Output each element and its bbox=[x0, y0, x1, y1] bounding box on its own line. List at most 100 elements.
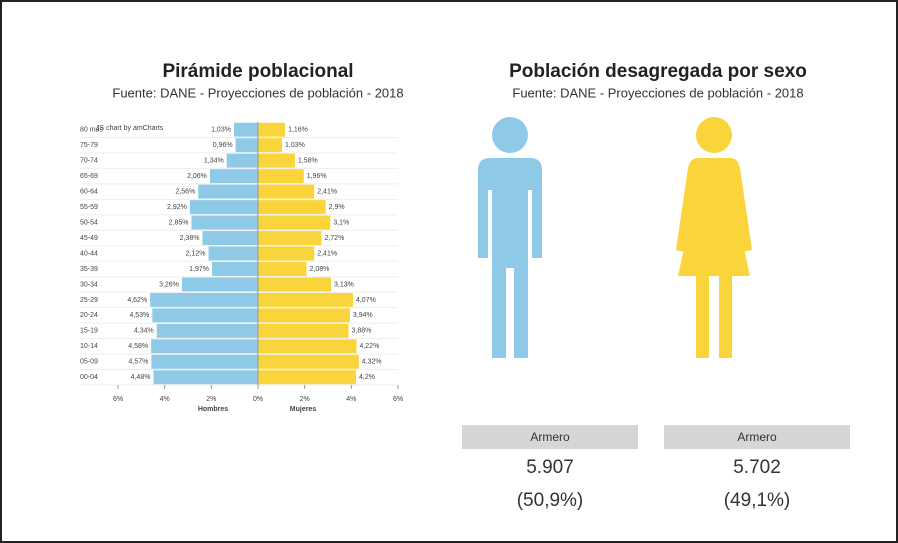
value-label: 2,08% bbox=[310, 266, 330, 273]
y-tick-label: 00-04 bbox=[80, 374, 98, 381]
head bbox=[492, 117, 528, 153]
card-label: Armero bbox=[737, 430, 777, 444]
value-label: 4,53% bbox=[129, 312, 149, 319]
y-tick-label: 35-39 bbox=[80, 266, 98, 273]
bar bbox=[258, 370, 356, 385]
panel-subtitle: Fuente: DANE - Proyecciones de población… bbox=[512, 85, 803, 100]
value-label: 2,92% bbox=[167, 204, 187, 211]
value-label: 4,34% bbox=[134, 328, 154, 335]
bar bbox=[152, 308, 258, 323]
bar bbox=[258, 200, 326, 215]
value-label: 4,07% bbox=[356, 297, 376, 304]
y-tick-label: 45-49 bbox=[80, 235, 98, 242]
x-tick-label: 4% bbox=[160, 396, 170, 403]
bar bbox=[233, 122, 258, 137]
bar bbox=[208, 246, 258, 261]
bar bbox=[181, 277, 258, 292]
card-header bbox=[462, 425, 638, 449]
bar bbox=[258, 153, 295, 168]
value-label: 3,1% bbox=[333, 219, 349, 226]
value-label: 3,26% bbox=[159, 281, 179, 288]
value-label: 2,56% bbox=[175, 188, 195, 195]
bar bbox=[156, 323, 258, 338]
y-tick-label: 75-79 bbox=[80, 142, 98, 149]
value-label: 2,12% bbox=[186, 250, 206, 257]
x-tick-label: 6% bbox=[393, 396, 403, 403]
value-label: 3,88% bbox=[352, 328, 372, 335]
x-tick-label: 4% bbox=[346, 396, 356, 403]
chart-subtitle: Fuente: DANE - Proyecciones de población… bbox=[112, 85, 403, 100]
y-tick-label: 70-74 bbox=[80, 158, 98, 165]
bar bbox=[226, 153, 258, 168]
value-label: 3,94% bbox=[353, 312, 373, 319]
bar bbox=[258, 262, 307, 276]
chart-title: Pirámide poblacional bbox=[162, 61, 353, 82]
y-tick-label: 40-44 bbox=[80, 250, 98, 257]
bar bbox=[258, 246, 315, 261]
value-label: 1,58% bbox=[298, 158, 318, 165]
credit: JS chart by amCharts bbox=[96, 125, 164, 132]
bar bbox=[258, 231, 322, 245]
bar bbox=[258, 292, 353, 307]
bar bbox=[258, 138, 283, 153]
value-label: 2,41% bbox=[317, 188, 337, 195]
value-label: 2,9% bbox=[329, 204, 345, 211]
value-label: 1,96% bbox=[307, 173, 327, 180]
card-count: 5.907 bbox=[526, 457, 574, 478]
panel-title: Población desagregada por sexo bbox=[509, 61, 807, 82]
value-label: 1,03% bbox=[285, 142, 305, 149]
bar bbox=[202, 231, 258, 245]
bar bbox=[258, 215, 331, 230]
bar bbox=[258, 308, 350, 323]
value-label: 2,72% bbox=[324, 235, 344, 242]
bar bbox=[258, 339, 357, 354]
y-tick-label: 50-54 bbox=[80, 219, 98, 226]
y-tick-label: 05-09 bbox=[80, 359, 98, 366]
value-label: 2,38% bbox=[180, 235, 200, 242]
card-header bbox=[664, 425, 850, 449]
value-label: 4,57% bbox=[129, 359, 149, 366]
card-count: 5.702 bbox=[733, 457, 781, 478]
value-label: 4,62% bbox=[127, 297, 147, 304]
bar bbox=[258, 122, 286, 137]
x-tick-label: 0% bbox=[253, 396, 263, 403]
female-icon bbox=[676, 117, 752, 358]
bar bbox=[258, 277, 332, 292]
value-label: 2,06% bbox=[187, 173, 207, 180]
card-label: Armero bbox=[530, 430, 570, 444]
male-icon bbox=[478, 117, 542, 358]
bar bbox=[150, 292, 258, 307]
value-label: 3,13% bbox=[334, 281, 354, 288]
y-tick-label: 65-69 bbox=[80, 173, 98, 180]
value-label: 2,41% bbox=[317, 250, 337, 257]
y-tick-label: 60-64 bbox=[80, 188, 98, 195]
value-label: 0,96% bbox=[213, 142, 233, 149]
bar bbox=[258, 354, 359, 369]
body bbox=[478, 158, 542, 358]
bar bbox=[189, 200, 258, 215]
body bbox=[676, 158, 752, 358]
bar bbox=[151, 339, 258, 354]
bar bbox=[258, 169, 304, 184]
x-tick-label: 6% bbox=[113, 396, 123, 403]
y-tick-label: 20-24 bbox=[80, 312, 98, 319]
bar bbox=[212, 262, 258, 276]
value-label: 4,22% bbox=[359, 343, 379, 350]
axis-label: Hombres bbox=[198, 406, 228, 413]
value-label: 1,03% bbox=[211, 127, 231, 134]
head bbox=[696, 117, 732, 153]
bar bbox=[258, 184, 315, 199]
x-tick-label: 2% bbox=[206, 396, 216, 403]
value-label: 1,97% bbox=[189, 266, 209, 273]
x-tick-label: 2% bbox=[300, 396, 310, 403]
y-tick-label: 30-34 bbox=[80, 281, 98, 288]
value-label: 2,85% bbox=[169, 219, 189, 226]
bar bbox=[191, 215, 258, 230]
bar bbox=[151, 354, 258, 369]
y-tick-label: 25-29 bbox=[80, 297, 98, 304]
value-label: 1,34% bbox=[204, 158, 224, 165]
bar bbox=[209, 169, 258, 184]
card-share: (50,9%) bbox=[517, 490, 584, 511]
